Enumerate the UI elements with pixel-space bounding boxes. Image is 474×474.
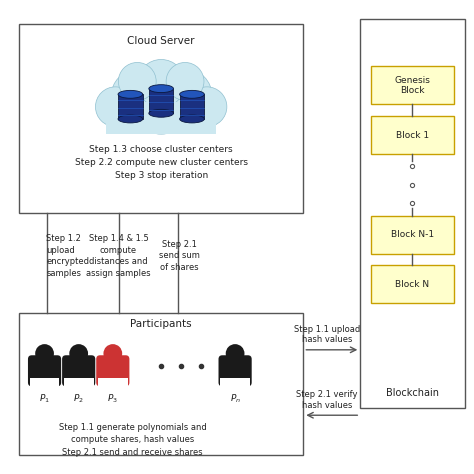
Ellipse shape (118, 115, 143, 123)
Bar (371, 216, 454, 254)
Circle shape (35, 344, 54, 363)
Text: Blockchain: Blockchain (386, 388, 439, 398)
Bar (180, 94, 204, 119)
Text: Block N-1: Block N-1 (391, 230, 434, 239)
Text: $P_2$: $P_2$ (73, 392, 84, 405)
Circle shape (131, 74, 191, 134)
Text: Step 1.2
upload
encrypted
samples: Step 1.2 upload encrypted samples (46, 234, 90, 278)
Text: Step 1.3 choose cluster centers
Step 2.2 compute new cluster centers
Step 3 stop: Step 1.3 choose cluster centers Step 2.2… (75, 145, 247, 180)
Ellipse shape (180, 115, 204, 123)
Bar (98, 378, 128, 388)
FancyBboxPatch shape (28, 356, 61, 386)
Bar (220, 378, 250, 388)
Circle shape (166, 63, 204, 100)
Circle shape (137, 60, 185, 107)
Circle shape (103, 344, 122, 363)
Text: Step 2.1 verify
hash values: Step 2.1 verify hash values (296, 390, 358, 410)
Circle shape (226, 344, 245, 363)
Text: Step 2.1
send sum
of shares: Step 2.1 send sum of shares (159, 240, 200, 272)
Bar (19, 313, 303, 455)
Circle shape (187, 87, 227, 127)
Text: Cloud Server: Cloud Server (128, 36, 195, 46)
Ellipse shape (118, 91, 143, 98)
Bar (371, 265, 454, 303)
Bar (149, 89, 173, 113)
Ellipse shape (149, 109, 173, 117)
Text: Step 1.1 generate polynomials and
compute shares, hash values
Step 2.1 send and : Step 1.1 generate polynomials and comput… (59, 423, 207, 457)
Circle shape (160, 69, 212, 121)
Bar (19, 24, 303, 213)
Circle shape (111, 71, 161, 120)
Circle shape (69, 344, 88, 363)
Text: Genesis
Block: Genesis Block (394, 76, 430, 95)
Text: Block N: Block N (395, 280, 429, 289)
FancyBboxPatch shape (219, 356, 252, 386)
Text: Block 1: Block 1 (396, 131, 429, 139)
FancyBboxPatch shape (96, 356, 129, 386)
Bar (360, 19, 465, 408)
Bar (29, 378, 59, 388)
Text: $P_3$: $P_3$ (107, 392, 118, 405)
Bar (371, 66, 454, 104)
Bar (371, 116, 454, 154)
Bar (118, 94, 143, 119)
Ellipse shape (149, 85, 173, 92)
Text: $P_1$: $P_1$ (39, 392, 50, 405)
Text: Participants: Participants (130, 319, 192, 328)
Circle shape (95, 87, 135, 127)
Text: $P_n$: $P_n$ (229, 392, 241, 405)
Bar (64, 378, 94, 388)
Bar (106, 102, 216, 134)
Text: Step 1.4 & 1.5
compute
distances and
assign samples: Step 1.4 & 1.5 compute distances and ass… (86, 234, 151, 278)
Text: Step 1.1 upload
hash values: Step 1.1 upload hash values (294, 325, 360, 344)
Ellipse shape (180, 91, 204, 98)
FancyBboxPatch shape (62, 356, 95, 386)
Circle shape (118, 63, 156, 100)
